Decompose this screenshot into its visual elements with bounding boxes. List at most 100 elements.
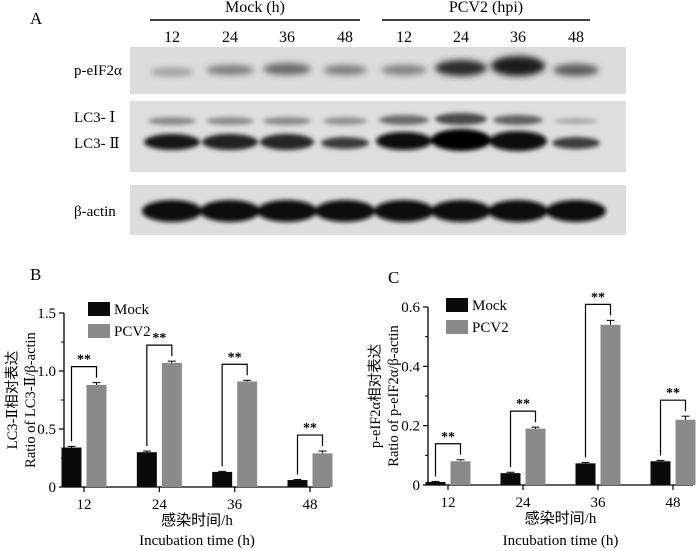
bar-mock bbox=[212, 471, 233, 487]
y-tick-label: 0 bbox=[413, 478, 421, 494]
blot-band bbox=[554, 118, 598, 124]
bar-mock bbox=[425, 482, 446, 485]
blot-band bbox=[142, 200, 202, 222]
blot-band bbox=[553, 64, 599, 76]
y-tick-label: 0 bbox=[49, 480, 57, 496]
legend-swatch-pcv2 bbox=[446, 320, 468, 334]
chart-b: 00.51.01.512**24**36**48**MockPCV2感染时间/h… bbox=[4, 302, 333, 549]
blot-band bbox=[206, 117, 254, 125]
blot-label-lc3i: LC3- Ⅰ bbox=[74, 110, 115, 126]
lane-label: 24 bbox=[222, 29, 238, 46]
blot-band bbox=[202, 134, 258, 150]
lane-label: 24 bbox=[453, 29, 469, 46]
significance-label: ** bbox=[441, 430, 455, 445]
peif2a-bands bbox=[150, 56, 599, 76]
significance-bracket bbox=[146, 344, 173, 447]
blot-band bbox=[150, 68, 194, 76]
blot-band bbox=[257, 200, 317, 222]
blot-band bbox=[200, 200, 260, 222]
bar-mock bbox=[575, 463, 596, 485]
x-axis-label-en: Incubation time (h) bbox=[139, 533, 255, 549]
bar-mock bbox=[136, 452, 157, 487]
bar-mock bbox=[500, 473, 521, 485]
blot-band bbox=[144, 134, 200, 150]
blot-band bbox=[489, 131, 547, 151]
lane-label: 12 bbox=[396, 29, 412, 46]
y-axis-label-en: Ratio of LC3-Ⅱ/β-actin bbox=[23, 331, 39, 467]
legend-label-pcv2: PCV2 bbox=[114, 324, 151, 340]
significance-bracket bbox=[584, 303, 612, 458]
y-tick-label: 0.5 bbox=[37, 422, 56, 438]
x-tick-label: 24 bbox=[516, 495, 532, 511]
bar-pcv2 bbox=[161, 362, 182, 487]
bar-pcv2 bbox=[450, 461, 471, 485]
y-tick-label: 1.5 bbox=[37, 306, 56, 322]
bar-pcv2 bbox=[675, 419, 696, 485]
blot-band bbox=[435, 113, 487, 125]
blot-band bbox=[491, 56, 545, 76]
blot-label-lc3ii: LC3- Ⅱ bbox=[74, 136, 120, 152]
y-tick-label: 0.2 bbox=[401, 419, 420, 435]
legend-label-pcv2: PCV2 bbox=[472, 320, 509, 336]
blot-label-peif2a: p-eIF2α bbox=[74, 63, 122, 79]
lane-label: 12 bbox=[164, 29, 180, 46]
legend-swatch-mock bbox=[88, 302, 110, 316]
bar-pcv2 bbox=[237, 381, 258, 487]
significance-bracket bbox=[434, 443, 462, 477]
blot-band bbox=[315, 200, 375, 222]
significance-label: ** bbox=[591, 290, 605, 305]
lane-label: 36 bbox=[279, 29, 295, 46]
blot-band bbox=[546, 200, 606, 222]
significance-bracket bbox=[296, 434, 324, 475]
blot-band bbox=[488, 200, 548, 222]
lc3i-bands bbox=[148, 113, 598, 125]
x-tick-label: 24 bbox=[152, 497, 168, 513]
significance-bracket bbox=[659, 399, 687, 456]
x-axis-label-cn: 感染时间/h bbox=[161, 512, 233, 529]
pcv2-header: PCV2 (hpi) bbox=[449, 0, 523, 16]
y-tick-label: 1.0 bbox=[37, 364, 56, 380]
significance-bracket bbox=[221, 363, 248, 467]
panel-letter-c: C bbox=[388, 268, 399, 287]
legend-label-mock: Mock bbox=[472, 298, 507, 314]
significance-label: ** bbox=[77, 353, 91, 368]
blot-band bbox=[379, 115, 429, 125]
x-tick-label: 48 bbox=[303, 497, 318, 513]
blot-band bbox=[381, 65, 427, 75]
blot-band bbox=[323, 117, 367, 125]
bar-mock bbox=[650, 461, 671, 485]
y-axis-label-en: Ratio of p-eIF2α/β-actin bbox=[386, 325, 402, 467]
legend-label-mock: Mock bbox=[114, 302, 149, 318]
blot-band bbox=[263, 117, 311, 125]
significance-label: ** bbox=[228, 350, 242, 365]
blot-band bbox=[493, 115, 543, 125]
y-tick-label: 0.6 bbox=[401, 300, 420, 316]
bar-pcv2 bbox=[525, 428, 546, 485]
blot-band bbox=[323, 65, 367, 75]
blot-band bbox=[376, 132, 432, 150]
bar-pcv2 bbox=[312, 453, 333, 487]
bar-pcv2 bbox=[600, 324, 621, 485]
blot-strip-lc3 bbox=[130, 101, 626, 172]
blot-band bbox=[431, 200, 491, 222]
bar-pcv2 bbox=[86, 384, 107, 487]
significance-label: ** bbox=[666, 386, 680, 401]
panel-letter-a: A bbox=[30, 9, 43, 28]
panel-letter-b: B bbox=[30, 265, 41, 284]
x-tick-label: 36 bbox=[227, 497, 243, 513]
x-tick-label: 12 bbox=[77, 497, 92, 513]
blot-band bbox=[263, 63, 311, 75]
lane-label: 36 bbox=[510, 29, 526, 46]
significance-label: ** bbox=[152, 331, 166, 346]
legend-swatch-mock bbox=[446, 298, 468, 312]
x-axis-label-cn: 感染时间/h bbox=[525, 510, 597, 527]
x-tick-label: 12 bbox=[441, 495, 456, 511]
lc3ii-bands bbox=[144, 129, 600, 151]
x-axis-label-en: Incubation time (h) bbox=[503, 533, 619, 549]
y-tick-label: 0.4 bbox=[401, 359, 420, 375]
bar-mock bbox=[287, 480, 308, 487]
blot-band bbox=[321, 137, 369, 149]
significance-label: ** bbox=[303, 421, 317, 436]
lane-label: 48 bbox=[337, 29, 353, 46]
blot-band bbox=[260, 134, 314, 150]
